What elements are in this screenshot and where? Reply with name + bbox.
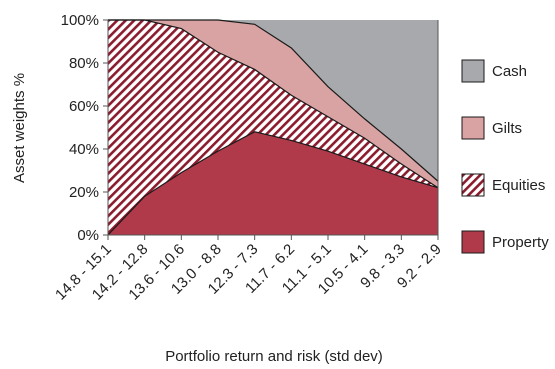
- legend: Cash Gilts Equities Property: [461, 59, 549, 254]
- axes: [107, 20, 439, 236]
- y-tick-label: 60%: [69, 98, 99, 115]
- y-tick-label: 20%: [69, 184, 99, 201]
- y-tick-label: 80%: [69, 55, 99, 72]
- legend-swatch-gilts: [461, 116, 485, 140]
- x-ticks: 14.8 - 15.114.2 - 12.813.6 - 10.613.0 - …: [52, 235, 445, 304]
- boundary-property: [107, 131, 439, 236]
- legend-label-cash: Cash: [492, 63, 527, 80]
- y-tick-label: 40%: [69, 141, 99, 158]
- legend-swatch-property: [461, 230, 485, 254]
- boundary-gilts: [108, 19, 439, 182]
- y-tick-label: 0%: [77, 227, 99, 244]
- y-tick-label: 100%: [61, 12, 99, 29]
- area-cash: [108, 20, 438, 182]
- boundary-equities: [108, 19, 439, 189]
- legend-swatch-equities: [461, 173, 485, 197]
- area-gilts: [108, 20, 438, 188]
- legend-label-equities: Equities: [492, 177, 545, 194]
- area-property: [108, 131, 438, 235]
- plot-areas: [108, 20, 438, 235]
- y-axis-title: Asset weights %: [11, 73, 28, 183]
- area-equities: [108, 20, 438, 235]
- x-axis-title: Portfolio return and risk (std dev): [165, 348, 383, 365]
- legend-label-gilts: Gilts: [492, 120, 522, 137]
- y-ticks: 0% 20% 40% 60% 80% 100%: [61, 12, 108, 244]
- legend-label-property: Property: [492, 234, 549, 251]
- plot-edges: [107, 19, 439, 236]
- legend-swatch-cash: [461, 59, 485, 83]
